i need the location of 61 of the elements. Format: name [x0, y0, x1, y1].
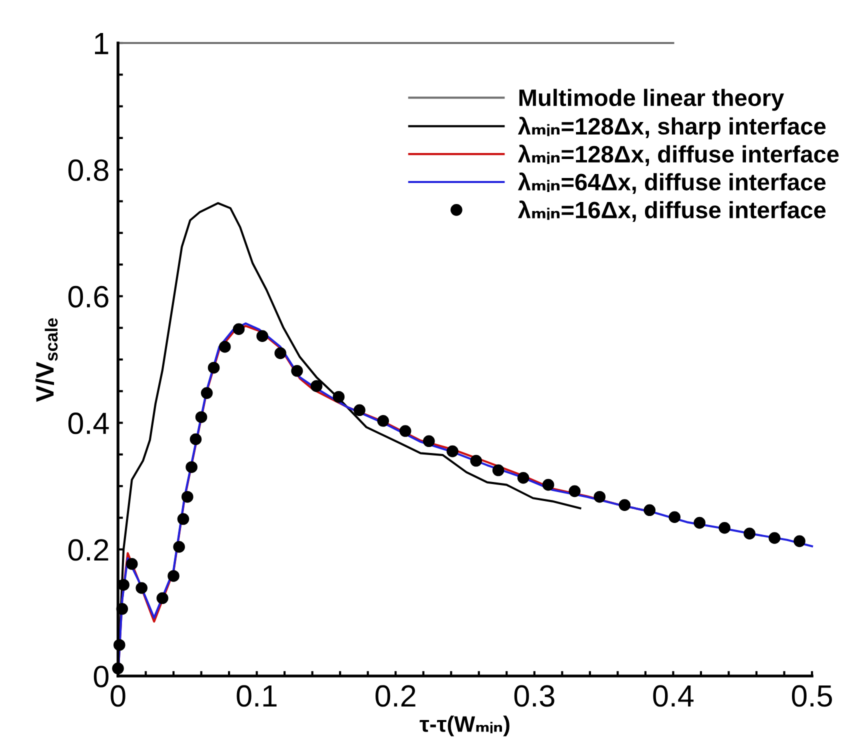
legend-label: λₘᵢₙ=128Δx, diffuse interface — [518, 144, 839, 166]
point — [492, 464, 504, 476]
point — [768, 532, 780, 544]
legend-label: λₘᵢₙ=16Δx, diffuse interface — [518, 200, 826, 222]
point — [618, 499, 631, 511]
point — [568, 485, 581, 498]
y-tick-label: 0 — [94, 666, 108, 688]
y-tick-label: 0.4 — [68, 412, 109, 434]
point — [126, 558, 138, 570]
point — [168, 570, 180, 582]
point — [423, 435, 435, 448]
point — [190, 433, 202, 446]
point — [195, 411, 208, 424]
x-tick-label: 0 — [110, 685, 126, 707]
point — [113, 639, 126, 651]
point — [694, 516, 706, 529]
x-tick-label: 0.1 — [236, 685, 277, 707]
point — [332, 390, 345, 403]
point — [291, 364, 303, 377]
y-tick-label: 1 — [95, 33, 108, 54]
y-axis-title: V/V$_{scale}$ — [35, 318, 58, 402]
x-tick-label: 0.4 — [653, 685, 694, 707]
legend-label: Multimode linear theory — [519, 88, 784, 111]
point — [208, 362, 220, 374]
point — [116, 603, 128, 615]
point — [112, 662, 124, 674]
x-tick-label: 0.5 — [792, 685, 832, 707]
point — [718, 522, 730, 534]
point — [181, 490, 194, 503]
point — [173, 540, 185, 553]
point — [136, 582, 148, 594]
point — [118, 578, 130, 591]
legend-label: λₘᵢₙ=128Δx, sharp interface — [518, 116, 826, 140]
point — [644, 504, 656, 516]
point — [354, 404, 366, 416]
point — [668, 511, 680, 524]
point — [470, 454, 482, 467]
point — [399, 425, 412, 437]
point — [177, 513, 190, 525]
point — [274, 347, 286, 360]
point — [446, 445, 458, 458]
point — [542, 478, 554, 491]
point — [186, 461, 198, 474]
y-tick-label: 0.6 — [68, 286, 108, 308]
point — [200, 387, 213, 399]
point — [232, 323, 245, 336]
y-tick-label: 0.8 — [68, 159, 108, 181]
point — [377, 415, 390, 427]
y-tick-label: 0.2 — [68, 539, 108, 561]
point — [517, 472, 530, 484]
point — [156, 592, 168, 604]
point — [594, 490, 606, 503]
x-tick-label: 0.2 — [376, 685, 416, 707]
legend-label: λₘᵢₙ=64Δx, diffuse interface — [518, 172, 826, 194]
point — [794, 535, 806, 548]
point — [256, 330, 268, 342]
x-axis-title: τ-τ(Wₘᵢₙ) — [420, 716, 510, 736]
x-tick-label: 0.3 — [514, 685, 554, 707]
point — [310, 380, 322, 392]
point — [218, 340, 231, 353]
point — [744, 528, 756, 540]
